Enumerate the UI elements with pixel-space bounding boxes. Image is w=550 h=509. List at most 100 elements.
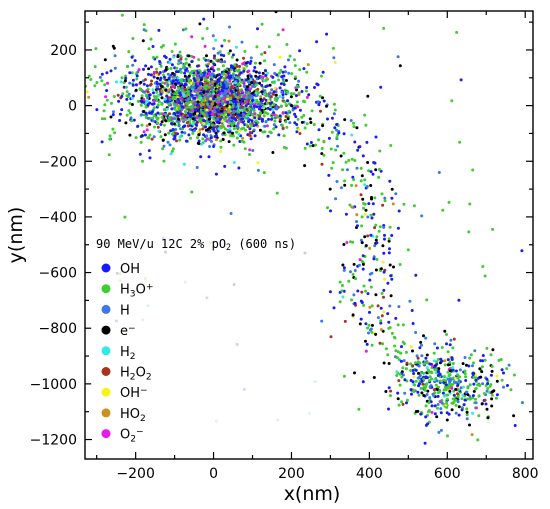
point-H3O+ [302,113,306,117]
point-H3O+ [331,161,335,165]
point-OH [216,120,220,124]
point-OH [361,267,365,271]
point-H3O+ [155,55,159,59]
point-H3O+ [147,47,151,51]
point-H3O+ [448,360,452,364]
point-H3O+ [381,342,385,346]
point-OH [327,136,331,140]
point-H3O+ [390,331,394,335]
point-H2 [451,366,455,370]
point-OH [156,111,160,115]
point-e- [246,74,250,78]
point-H3O+ [468,383,472,387]
point-OH [257,117,261,121]
point-H2O2 [397,379,401,383]
point-OH [222,85,226,89]
point-OH [294,115,298,119]
point-H3O+ [322,140,326,144]
point-OH [158,60,162,63]
point-H3O+ [434,383,438,387]
point-H [206,58,210,62]
point-e- [422,394,426,397]
point-OH [173,73,176,77]
point-OH [390,277,394,281]
point-H3O+ [446,350,450,354]
point-OH- [273,86,277,90]
point-OH [379,85,383,89]
point-OH [520,249,524,253]
point-e- [112,46,116,50]
point-H [458,368,462,372]
point-OH [212,69,216,73]
point-H [166,83,170,87]
point-OH [193,96,197,100]
point-H2O2 [421,382,425,386]
point-e- [308,117,312,121]
point-e- [258,81,262,85]
point-H2O2 [186,124,190,128]
point-OH [309,141,313,144]
point-O2- [272,113,276,117]
point-H2O2 [378,341,382,345]
point-H [435,379,439,383]
point-OH [131,78,135,82]
point-H3O+ [436,406,439,410]
point-e- [490,369,494,373]
point-OH [411,380,415,384]
point-H [180,108,184,112]
point-OH [307,93,311,97]
point-H3O+ [286,90,289,94]
point-HO2 [198,128,202,132]
point-OH [146,103,150,107]
point-H [349,270,352,274]
point-H3O+ [349,240,352,244]
point-OH [234,102,238,106]
point-OH [321,70,325,74]
point-OH [144,111,148,115]
point-e- [177,117,180,121]
point-e- [360,174,364,178]
point-H3O+ [417,393,421,397]
point-e- [387,239,391,243]
point-H [162,144,166,148]
point-H [174,128,178,131]
y-tick-label: −400 [39,210,77,226]
point-OH [258,105,262,109]
point-H3O+ [388,326,392,330]
point-OH [420,380,424,383]
point-e- [156,76,160,80]
point-H3O+ [103,83,107,87]
point-e- [160,85,164,89]
point-OH [147,149,151,153]
point-OH [132,118,136,122]
point-OH [120,94,124,98]
point-OH [358,145,362,149]
point-e- [361,197,365,201]
point-H2O2 [373,226,377,230]
point-H3O+ [318,94,322,98]
point-e- [208,126,212,130]
point-H3O+ [205,102,209,106]
point-H3O+ [485,346,489,350]
point-OH [411,369,415,372]
point-H3O+ [482,392,486,395]
point-H [209,134,213,138]
point-OH [179,112,183,116]
point-H3O+ [248,122,252,126]
point-O2- [152,70,156,74]
point-OH [364,322,368,326]
point-OH [95,108,99,112]
point-e- [417,371,420,375]
point-H3O+ [446,393,449,397]
point-H3O+ [273,98,277,102]
point-H3O+ [174,104,178,108]
point-e- [197,142,201,146]
point-H [456,400,460,404]
point-OH [267,117,270,121]
point-H [382,225,386,229]
point-H3O+ [468,202,472,206]
point-H3O+ [396,323,400,327]
point-e- [387,362,391,365]
point-OH [223,164,227,168]
point-OH [400,345,403,349]
